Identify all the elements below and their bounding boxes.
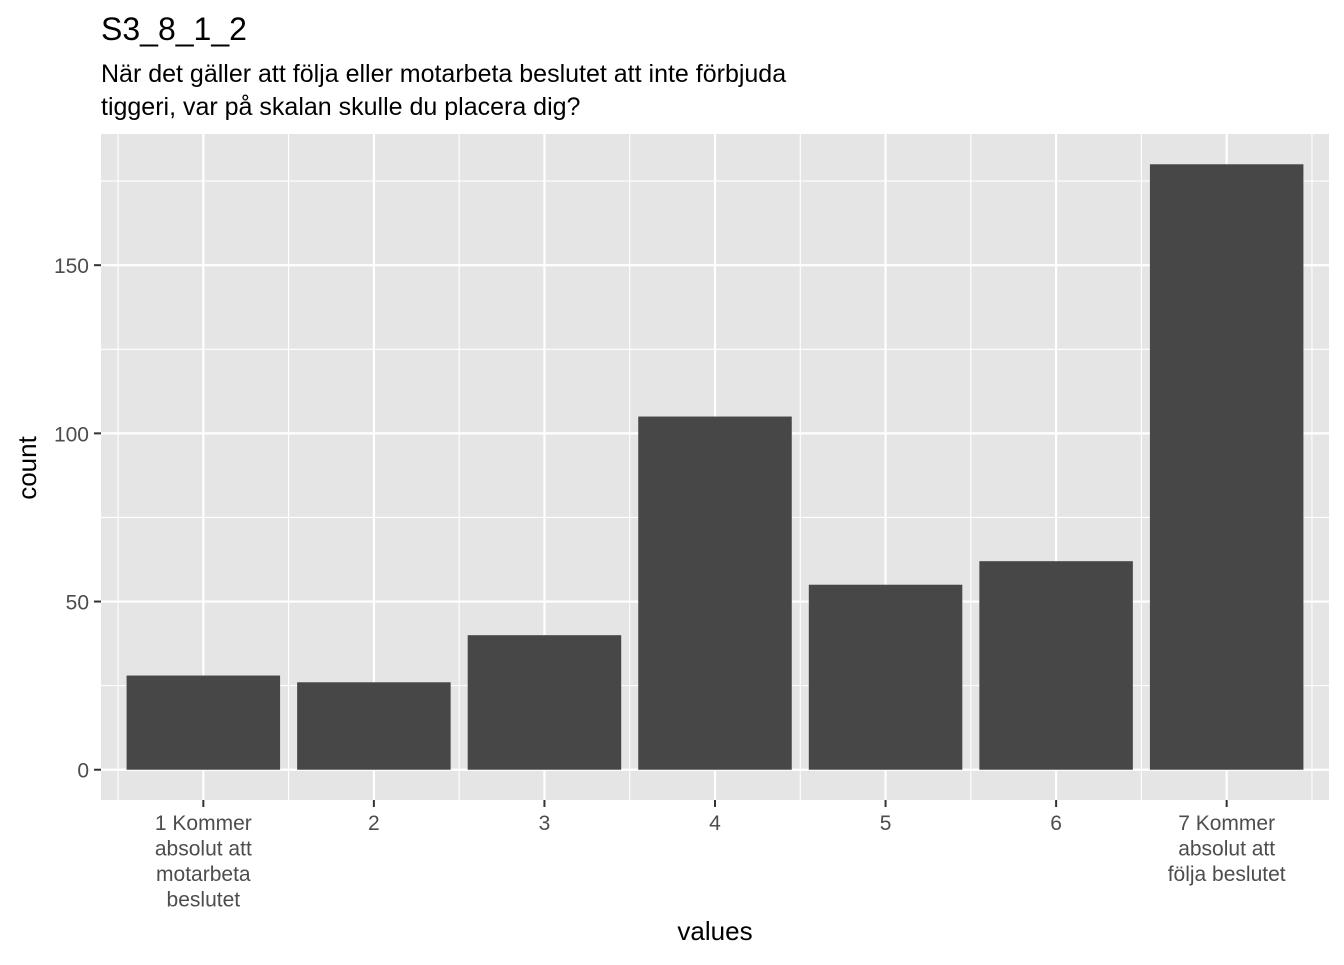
x-axis-title: values [677, 916, 752, 946]
chart-subtitle-line-2: tiggeri, var på skalan skulle du placera… [101, 93, 580, 121]
x-tick-label: 1 Kommer absolut att motarbeta beslutet [155, 812, 252, 912]
bars [126, 164, 1304, 770]
y-tick-label: 0 [77, 760, 89, 783]
x-tick-label: 4 [709, 812, 721, 835]
bar [1149, 164, 1304, 770]
bar [638, 416, 792, 770]
chart-title: S3_8_1_2 [101, 11, 247, 47]
x-tick-label: 7 Kommer absolut att följa beslutet [1168, 812, 1286, 886]
x-tick-label: 2 [368, 812, 380, 835]
bar [808, 584, 963, 770]
bar [297, 682, 451, 770]
x-axis: 1 Kommer absolut att motarbeta beslutet 2 3 4 5… [155, 800, 1286, 912]
x-tick-label: 5 [880, 812, 892, 835]
bar [467, 635, 622, 770]
bar [979, 561, 1133, 770]
y-tick-label: 50 [66, 592, 89, 615]
y-tick-label: 150 [54, 255, 89, 278]
x-tick-label: 3 [539, 812, 551, 835]
bar [126, 675, 281, 770]
y-axis: 0 50 100 150 [54, 255, 101, 783]
y-axis-title: count [12, 435, 42, 499]
chart-subtitle-line-1: När det gäller att följa eller motarbeta… [101, 60, 786, 88]
y-tick-label: 100 [54, 423, 89, 446]
x-tick-label: 6 [1050, 812, 1062, 835]
